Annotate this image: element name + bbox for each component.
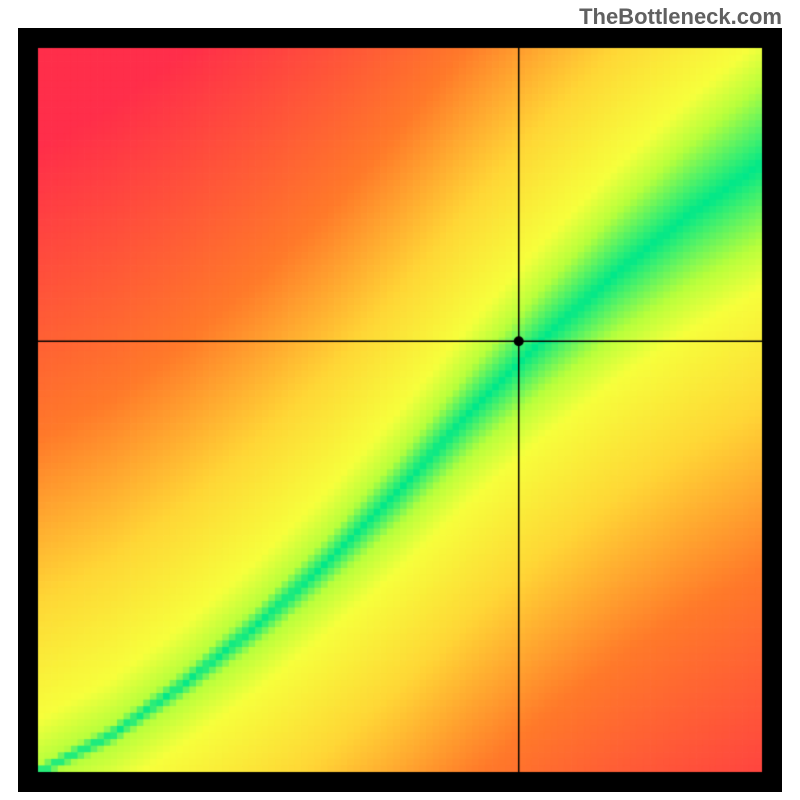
watermark: TheBottleneck.com	[579, 4, 782, 30]
heatmap-chart	[18, 28, 782, 792]
